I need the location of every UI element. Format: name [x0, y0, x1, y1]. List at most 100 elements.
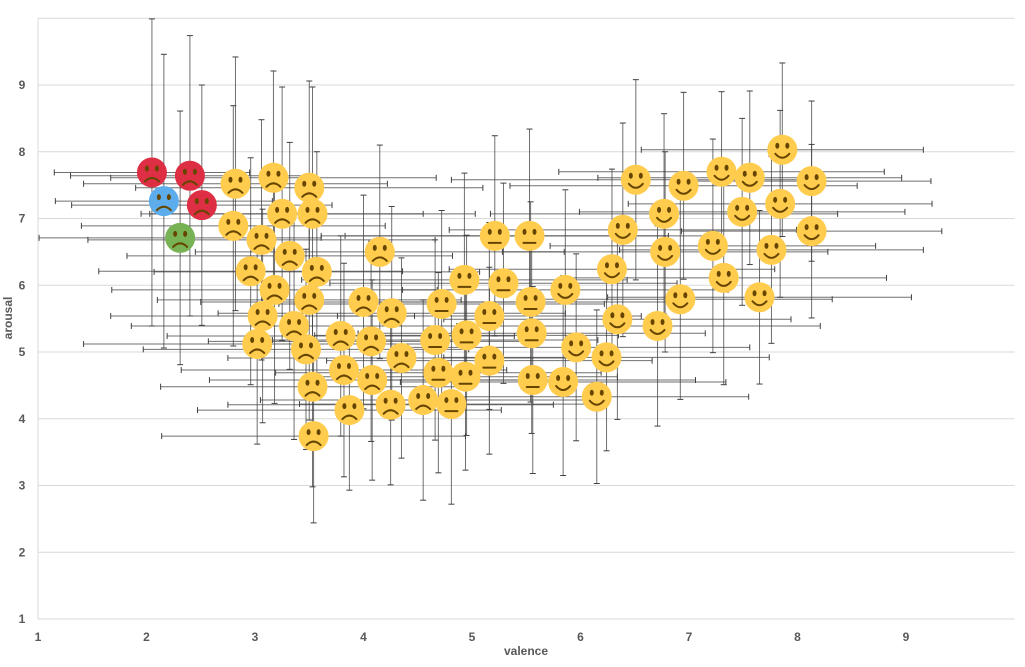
emoji-eye — [469, 328, 474, 335]
beaming-face-icon — [796, 166, 827, 197]
emoji-eye — [752, 290, 757, 297]
emoji-face — [148, 186, 179, 217]
hugging-face-icon — [596, 254, 627, 285]
emoji-face — [290, 334, 321, 365]
emoji-face — [426, 288, 457, 319]
x-tick-label: 1 — [35, 630, 42, 644]
emoji-eye — [336, 363, 341, 370]
emoji-eye — [615, 222, 620, 229]
emoji-eye — [614, 262, 619, 269]
emoji-eye — [492, 308, 497, 315]
emoji-eye — [285, 206, 290, 213]
emoji-face — [186, 190, 217, 221]
emoji-eye — [253, 264, 258, 271]
emoji-eye — [226, 218, 231, 225]
emoji-face — [561, 332, 592, 363]
emoji-eye — [182, 168, 187, 175]
emoji-eye — [676, 178, 681, 185]
emoji-mouth — [253, 244, 270, 250]
persevering-face-icon — [246, 224, 277, 255]
emoji-eye — [372, 244, 377, 251]
emoji-eye — [804, 174, 809, 181]
emoji-face — [242, 328, 273, 359]
emoji-eye — [773, 196, 778, 203]
emoji-mouth — [672, 302, 689, 309]
emoji-mouth — [803, 184, 820, 191]
cowboy-hat-face-icon — [548, 367, 579, 398]
emoji-eye — [589, 389, 594, 396]
emoji-eye — [660, 318, 665, 325]
emoji-mouth — [603, 272, 620, 279]
error-bars — [38, 18, 943, 524]
emoji-mouth — [371, 256, 388, 262]
emoji-face — [474, 345, 505, 376]
emoji-eye — [315, 379, 320, 386]
heart-eyes-icon — [767, 134, 798, 165]
cold-face-icon — [148, 186, 179, 217]
emoji-mouth — [382, 409, 399, 415]
emoji-face — [550, 274, 581, 305]
emoji-eye — [599, 389, 604, 396]
emoji-mouth — [393, 362, 410, 369]
emoji-eye — [745, 204, 750, 211]
emoji-face — [220, 168, 251, 199]
emoji-eye — [506, 276, 511, 283]
emoji-face — [274, 240, 305, 271]
emoji-face — [334, 395, 365, 426]
emoji-eye — [705, 238, 710, 245]
sad-relieved-face-icon — [297, 198, 328, 229]
emoji-eye — [604, 262, 609, 269]
y-tick-label: 2 — [19, 545, 26, 559]
y-tick-label: 3 — [19, 479, 26, 493]
face-without-mouth-icon — [386, 343, 417, 374]
emoji-mouth — [227, 188, 244, 194]
emoji-eye — [282, 248, 287, 255]
emoji-eye — [524, 326, 529, 333]
emoji-face — [408, 385, 439, 416]
smiling-face-with-sunglasses-icon — [516, 318, 547, 349]
emoji-eye — [276, 170, 281, 177]
emoji-eye — [492, 353, 497, 360]
emoji-mouth — [308, 276, 325, 282]
emoji-mouth — [355, 306, 372, 312]
face-with-rolling-eyes-icon — [376, 298, 407, 329]
smirking-face-icon — [591, 342, 622, 373]
emoji-eye — [726, 270, 731, 277]
emoji-mouth — [588, 399, 605, 406]
emoji-mouth — [568, 350, 585, 357]
confounded-face-icon — [274, 240, 305, 271]
emoji-mouth — [715, 280, 732, 287]
y-tick-label: 8 — [19, 145, 26, 159]
emoji-eye — [714, 164, 719, 171]
emoji-face — [744, 282, 775, 313]
tired-face-2-icon — [301, 256, 332, 287]
emoji-mouth — [763, 252, 780, 259]
star-struck-icon — [706, 156, 737, 187]
emoji-mouth — [363, 345, 380, 352]
emoji-face — [297, 371, 328, 402]
y-tick-label: 6 — [19, 278, 26, 292]
emoji-face — [479, 220, 510, 251]
emoji-eye — [444, 296, 449, 303]
emoji-eye — [434, 296, 439, 303]
frowning-face-2-icon — [436, 389, 467, 420]
emoji-eye — [374, 334, 379, 341]
emoji-mouth — [598, 360, 615, 367]
emoji-face — [727, 196, 758, 227]
emoji-eye — [431, 365, 436, 372]
emoji-eye — [194, 198, 199, 205]
emoji-eye — [458, 369, 463, 376]
emoji-eye — [459, 328, 464, 335]
emoji-eye — [457, 272, 462, 279]
emoji-eye — [735, 204, 740, 211]
emoji-eye — [394, 351, 399, 358]
expressionless-face-icon — [242, 328, 273, 359]
emoji-face — [235, 256, 266, 287]
emoji-mouth — [266, 294, 283, 300]
y-tick-label: 1 — [19, 612, 26, 626]
emoji-face — [279, 310, 310, 341]
emoji-eye — [579, 340, 584, 347]
emoji-mouth — [555, 385, 572, 392]
emoji-mouth — [181, 180, 198, 186]
emoji-face — [796, 216, 827, 247]
